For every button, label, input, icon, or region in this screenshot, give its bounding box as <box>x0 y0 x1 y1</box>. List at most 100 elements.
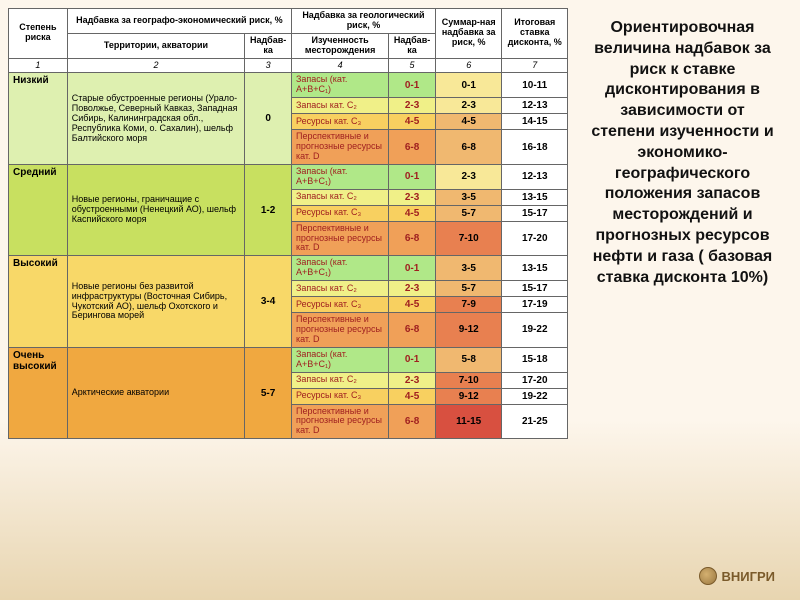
geol-markup-cell: 4-5 <box>389 205 436 221</box>
total-cell: 15-17 <box>502 281 568 297</box>
geol-markup-cell: 0-1 <box>389 73 436 98</box>
risk-table: Степень риска Надбавка за географо-эконо… <box>8 8 568 439</box>
geo-markup-cell: 1-2 <box>245 164 292 255</box>
sum-cell: 11-15 <box>435 404 502 439</box>
total-cell: 12-13 <box>502 98 568 114</box>
sum-cell: 4-5 <box>435 114 502 130</box>
sum-cell: 5-7 <box>435 205 502 221</box>
geol-markup-cell: 0-1 <box>389 164 436 189</box>
territory-cell: Старые обустроенные регионы (Урало-Повол… <box>67 73 245 164</box>
total-cell: 19-22 <box>502 313 568 348</box>
coln-3: 3 <box>245 58 292 73</box>
sum-cell: 9-12 <box>435 388 502 404</box>
total-cell: 12-13 <box>502 164 568 189</box>
total-cell: 15-17 <box>502 205 568 221</box>
study-cell: Перспективные и прогнозные ресурсы кат. … <box>291 221 388 256</box>
geol-markup-cell: 4-5 <box>389 388 436 404</box>
risk-level-name: Очень высокий <box>9 347 68 438</box>
globe-icon <box>699 567 717 585</box>
total-cell: 21-25 <box>502 404 568 439</box>
study-cell: Запасы (кат. A+B+C₁) <box>291 164 388 189</box>
page-layout: Степень риска Надбавка за географо-эконо… <box>0 0 800 447</box>
study-cell: Запасы кат. C₂ <box>291 98 388 114</box>
study-cell: Запасы кат. C₂ <box>291 189 388 205</box>
geol-markup-cell: 2-3 <box>389 189 436 205</box>
total-cell: 17-19 <box>502 297 568 313</box>
sum-cell: 9-12 <box>435 313 502 348</box>
geo-markup-cell: 0 <box>245 73 292 164</box>
hdr-nadb2: Надбав-ка <box>389 33 436 58</box>
hdr-nadb1: Надбав-ка <box>245 33 292 58</box>
territory-cell: Арктические акватории <box>67 347 245 438</box>
hdr-risk-level: Степень риска <box>9 9 68 59</box>
sum-cell: 0-1 <box>435 73 502 98</box>
total-cell: 13-15 <box>502 189 568 205</box>
sum-cell: 3-5 <box>435 256 502 281</box>
coln-1: 1 <box>9 58 68 73</box>
geol-markup-cell: 0-1 <box>389 347 436 372</box>
study-cell: Ресурсы кат. C₃ <box>291 114 388 130</box>
risk-level-name: Низкий <box>9 73 68 164</box>
total-cell: 15-18 <box>502 347 568 372</box>
sum-cell: 5-7 <box>435 281 502 297</box>
table-row: НизкийСтарые обустроенные регионы (Урало… <box>9 73 568 98</box>
total-cell: 13-15 <box>502 256 568 281</box>
total-cell: 17-20 <box>502 372 568 388</box>
study-cell: Ресурсы кат. C₃ <box>291 205 388 221</box>
hdr-total: Итоговая ставка дисконта, % <box>502 9 568 59</box>
sum-cell: 2-3 <box>435 98 502 114</box>
geol-markup-cell: 4-5 <box>389 297 436 313</box>
hdr-geo-eco: Надбавка за географо-экономический риск,… <box>67 9 291 34</box>
table-row: СреднийНовые регионы, граничащие с обуст… <box>9 164 568 189</box>
study-cell: Запасы (кат. A+B+C₁) <box>291 347 388 372</box>
sum-cell: 7-9 <box>435 297 502 313</box>
study-cell: Перспективные и прогнозные ресурсы кат. … <box>291 313 388 348</box>
study-cell: Перспективные и прогнозные ресурсы кат. … <box>291 130 388 165</box>
territory-cell: Новые регионы без развитой инфраструктур… <box>67 256 245 347</box>
study-cell: Ресурсы кат. C₃ <box>291 388 388 404</box>
hdr-sum: Суммар-ная надбавка за риск, % <box>435 9 502 59</box>
geol-markup-cell: 2-3 <box>389 372 436 388</box>
sum-cell: 7-10 <box>435 221 502 256</box>
title-text: Ориентировочная величина надбавок за рис… <box>568 8 792 439</box>
geol-markup-cell: 4-5 <box>389 114 436 130</box>
coln-7: 7 <box>502 58 568 73</box>
total-cell: 14-15 <box>502 114 568 130</box>
table-row: ВысокийНовые регионы без развитой инфрас… <box>9 256 568 281</box>
hdr-geol: Надбавка за геологический риск, % <box>291 9 435 34</box>
total-cell: 10-11 <box>502 73 568 98</box>
col-numbers-row: 1 2 3 4 5 6 7 <box>9 58 568 73</box>
coln-5: 5 <box>389 58 436 73</box>
total-cell: 17-20 <box>502 221 568 256</box>
footer-logo: ВНИГРИ <box>699 567 775 585</box>
table-body: НизкийСтарые обустроенные регионы (Урало… <box>9 73 568 439</box>
territory-cell: Новые регионы, граничащие с обустроенным… <box>67 164 245 255</box>
geol-markup-cell: 0-1 <box>389 256 436 281</box>
geol-markup-cell: 6-8 <box>389 130 436 165</box>
sum-cell: 5-8 <box>435 347 502 372</box>
coln-2: 2 <box>67 58 245 73</box>
study-cell: Запасы кат. C₂ <box>291 372 388 388</box>
study-cell: Запасы (кат. A+B+C₁) <box>291 256 388 281</box>
geo-markup-cell: 5-7 <box>245 347 292 438</box>
total-cell: 16-18 <box>502 130 568 165</box>
study-cell: Запасы кат. C₂ <box>291 281 388 297</box>
geol-markup-cell: 2-3 <box>389 98 436 114</box>
table-header: Степень риска Надбавка за географо-эконо… <box>9 9 568 73</box>
risk-level-name: Высокий <box>9 256 68 347</box>
sum-cell: 3-5 <box>435 189 502 205</box>
coln-6: 6 <box>435 58 502 73</box>
table-row: Очень высокийАрктические акватории5-7Зап… <box>9 347 568 372</box>
sum-cell: 6-8 <box>435 130 502 165</box>
geol-markup-cell: 2-3 <box>389 281 436 297</box>
geol-markup-cell: 6-8 <box>389 221 436 256</box>
geol-markup-cell: 6-8 <box>389 404 436 439</box>
study-cell: Перспективные и прогнозные ресурсы кат. … <box>291 404 388 439</box>
sum-cell: 7-10 <box>435 372 502 388</box>
sum-cell: 2-3 <box>435 164 502 189</box>
hdr-study: Изученность месторождения <box>291 33 388 58</box>
geo-markup-cell: 3-4 <box>245 256 292 347</box>
footer-label: ВНИГРИ <box>721 569 775 584</box>
table-container: Степень риска Надбавка за географо-эконо… <box>8 8 568 439</box>
total-cell: 19-22 <box>502 388 568 404</box>
